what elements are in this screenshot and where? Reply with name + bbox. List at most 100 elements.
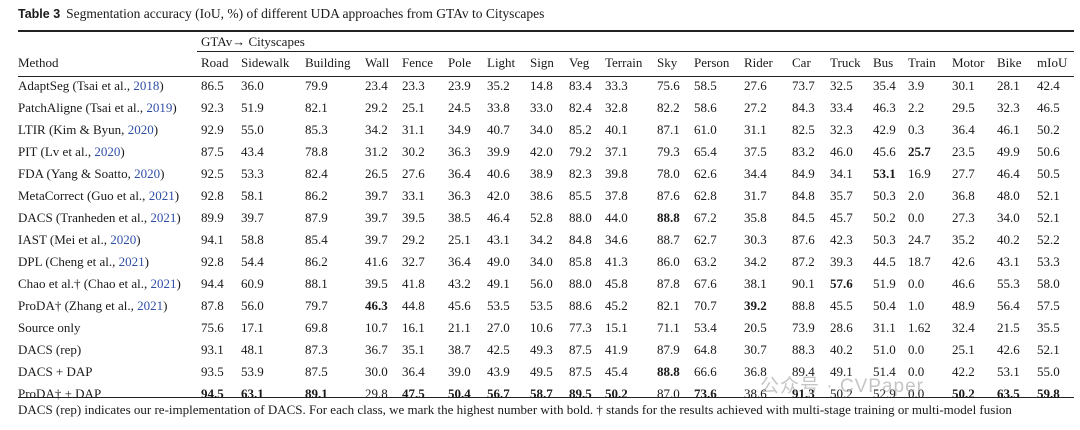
value-cell: 2.2: [904, 97, 948, 119]
value-cell: 31.1: [869, 317, 904, 339]
value-cell: 46.5: [1033, 97, 1074, 119]
value-cell: 94.4: [197, 273, 237, 295]
value-cell: 31.2: [361, 141, 398, 163]
best-value: 88.8: [657, 364, 680, 379]
citation-year-link[interactable]: 2020: [110, 232, 137, 247]
value: 36.8: [952, 188, 975, 203]
table-row: LTIR (Kim & Byun, 2020) 92.9 55.0 85.3 34.2 3…: [18, 119, 1074, 141]
value: 53.1: [997, 364, 1020, 379]
value-cell: 63.2: [690, 251, 740, 273]
value: 38.6: [744, 386, 767, 401]
value: 23.3: [402, 78, 425, 93]
best-value: 50.2: [605, 386, 628, 401]
citation-close: ): [176, 210, 181, 225]
value: 62.8: [694, 188, 717, 203]
value: 32.3: [830, 122, 853, 137]
value-cell: 63.1: [237, 383, 301, 405]
table-footnote: DACS (rep) indicates our re-implementati…: [18, 402, 1012, 417]
value-cell: 36.4: [444, 163, 483, 185]
column-header-terrain: Terrain: [605, 55, 643, 70]
value: 85.2: [569, 122, 592, 137]
value: 52.1: [1037, 342, 1060, 357]
citation-year-link[interactable]: 2020: [127, 122, 154, 137]
value-cell: 79.9: [301, 75, 361, 97]
value: 29.5: [952, 100, 975, 115]
value: 46.3: [873, 100, 896, 115]
value-cell: 20.5: [740, 317, 788, 339]
value-cell: 82.1: [653, 295, 690, 317]
value-cell: 25.1: [948, 339, 993, 361]
group-header-row: GTAv→ Cityscapes: [18, 33, 1074, 51]
column-header-row: Method Road Sidewalk Building Wall Fence Pole…: [18, 51, 1074, 75]
value: 21.1: [448, 320, 471, 335]
column-header-car: Car: [792, 55, 811, 70]
value: 1.62: [908, 320, 931, 335]
value: 23.9: [448, 78, 471, 93]
citation-year-link[interactable]: 2020: [134, 166, 161, 181]
value: 42.0: [487, 188, 510, 203]
value-cell: 37.5: [740, 141, 788, 163]
value-cell: 52.8: [526, 207, 565, 229]
value: 52.9: [873, 386, 896, 401]
value-cell: 21.5: [993, 317, 1033, 339]
value-cell: 39.5: [398, 207, 444, 229]
value-cell: 34.0: [526, 119, 565, 141]
value-cell: 93.5: [197, 361, 237, 383]
best-value: 57.6: [830, 276, 853, 291]
value-cell: 92.8: [197, 185, 237, 207]
value: 90.1: [792, 276, 815, 291]
citation-year-link[interactable]: 2021: [118, 254, 145, 269]
value-cell: 50.4: [869, 295, 904, 317]
citation-close: ): [136, 232, 141, 247]
value: 88.6: [569, 298, 592, 313]
value: 39.7: [365, 210, 388, 225]
method-cell: LTIR (Kim & Byun, 2020): [18, 119, 197, 141]
value: 46.0: [830, 144, 853, 159]
citation-year-link[interactable]: 2018: [133, 78, 160, 93]
value-cell: 87.6: [788, 229, 826, 251]
best-value: 88.8: [657, 210, 680, 225]
method-name: FDA (: [18, 166, 51, 181]
value: 42.9: [873, 122, 896, 137]
citation-year-link[interactable]: 2021: [148, 188, 175, 203]
value: 34.9: [448, 122, 471, 137]
method-name: DACS + DAP: [18, 364, 93, 379]
value: 60.9: [241, 276, 264, 291]
value-cell: 58.5: [690, 75, 740, 97]
table-row: DPL (Cheng et al., 2021) 92.8 54.4 86.2 41.6…: [18, 251, 1074, 273]
method-name: PIT (: [18, 144, 45, 159]
value: 27.6: [744, 78, 767, 93]
value-cell: 17.1: [237, 317, 301, 339]
value: 50.4: [873, 298, 896, 313]
citation-year-link[interactable]: 2021: [137, 298, 164, 313]
value-cell: 27.6: [398, 163, 444, 185]
value-cell: 25.1: [444, 229, 483, 251]
value-cell: 90.1: [788, 273, 826, 295]
method-name: Source only: [18, 320, 81, 335]
value: 29.2: [365, 100, 388, 115]
method-name: LTIR (: [18, 122, 54, 137]
value: 33.1: [402, 188, 425, 203]
value-cell: 31.7: [740, 185, 788, 207]
value: 87.6: [792, 232, 815, 247]
value-cell: 30.1: [948, 75, 993, 97]
value: 28.1: [997, 78, 1020, 93]
citation-year-link[interactable]: 2021: [150, 210, 177, 225]
citation-year-link[interactable]: 2021: [150, 276, 177, 291]
value-cell: 41.3: [601, 251, 653, 273]
value-cell: 34.0: [526, 251, 565, 273]
value: 37.5: [744, 144, 767, 159]
value-cell: 53.5: [526, 295, 565, 317]
citation-year-link[interactable]: 2019: [146, 100, 173, 115]
value-cell: 56.7: [483, 383, 526, 405]
method-name: AdaptSeg (: [18, 78, 77, 93]
value-cell: 79.3: [653, 141, 690, 163]
citation-year-link[interactable]: 2020: [94, 144, 121, 159]
value: 84.8: [569, 232, 592, 247]
column-header-veg: Veg: [569, 55, 590, 70]
value-cell: 63.5: [993, 383, 1033, 405]
value-cell: 49.0: [483, 251, 526, 273]
value: 15.1: [605, 320, 628, 335]
value-cell: 46.6: [948, 273, 993, 295]
value-cell: 40.2: [826, 339, 869, 361]
